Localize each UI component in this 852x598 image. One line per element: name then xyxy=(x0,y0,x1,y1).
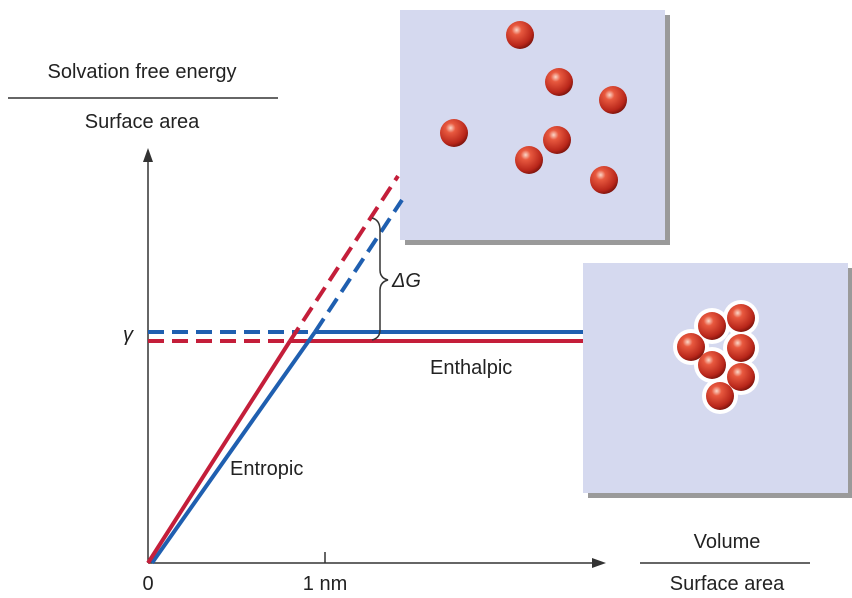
blue-extension xyxy=(315,200,402,332)
diagram: Solvation free energy Surface area 0 1 n… xyxy=(0,0,852,598)
blue-entropic xyxy=(152,332,315,563)
red-entropic xyxy=(148,341,290,563)
x-axis-numerator: Volume xyxy=(694,531,761,553)
x-axis-denominator: Surface area xyxy=(670,573,785,595)
gamma-label: γ xyxy=(123,324,134,346)
y-axis-denominator: Surface area xyxy=(85,111,200,133)
enthalpic-label: Enthalpic xyxy=(430,357,512,379)
entropic-label: Entropic xyxy=(230,458,303,480)
y-arrow xyxy=(143,148,153,162)
dilute-box xyxy=(400,10,665,240)
delta-g-label: ΔG xyxy=(391,270,421,292)
x-tick-label: 0 xyxy=(142,573,153,595)
y-axis-numerator: Solvation free energy xyxy=(47,61,236,83)
x-arrow xyxy=(592,558,606,568)
delta-g-brace xyxy=(372,218,388,340)
red-extension xyxy=(290,176,398,341)
x-tick-label: 1 nm xyxy=(303,573,347,595)
